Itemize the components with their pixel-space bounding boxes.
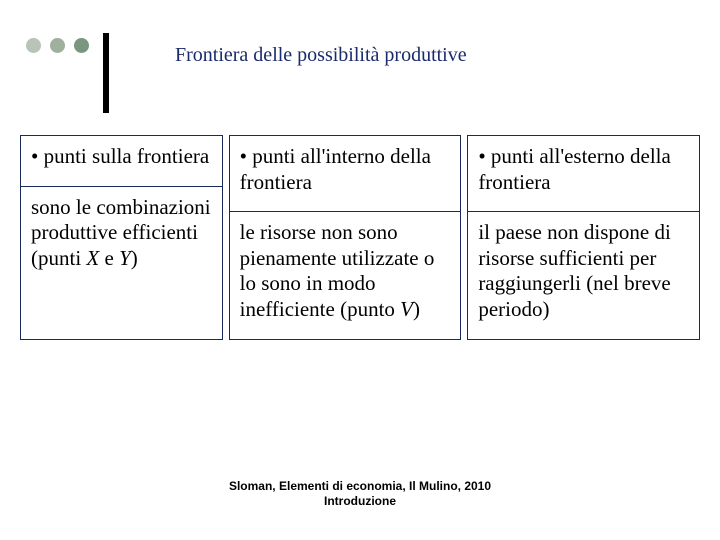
table-header-1: • punti sulla frontiera <box>21 136 222 187</box>
deco-bar <box>103 33 109 113</box>
table-column-3: • punti all'esterno della frontiera il p… <box>467 135 700 340</box>
footer-line-2: Introduzione <box>0 494 720 508</box>
slide-decoration <box>26 38 109 113</box>
content-table: • punti sulla frontiera sono le combinaz… <box>20 135 700 340</box>
table-body-1: sono le combinazioni produttive efficien… <box>21 187 222 288</box>
table-body-3: il paese non dispone di risorse sufficie… <box>468 212 699 338</box>
slide-title: Frontiera delle possibilità produttive <box>175 44 467 67</box>
table-body-2: le risorse non sono pienamente utilizzat… <box>230 212 461 338</box>
table-header-2: • punti all'interno della frontiera <box>230 136 461 212</box>
deco-dot-3 <box>74 38 89 53</box>
table-header-3: • punti all'esterno della frontiera <box>468 136 699 212</box>
table-column-2: • punti all'interno della frontiera le r… <box>229 135 462 340</box>
footer-line-1: Sloman, Elementi di economia, Il Mulino,… <box>0 479 720 493</box>
slide-footer: Sloman, Elementi di economia, Il Mulino,… <box>0 479 720 508</box>
table-column-1: • punti sulla frontiera sono le combinaz… <box>20 135 223 340</box>
deco-dot-2 <box>50 38 65 53</box>
deco-dot-1 <box>26 38 41 53</box>
